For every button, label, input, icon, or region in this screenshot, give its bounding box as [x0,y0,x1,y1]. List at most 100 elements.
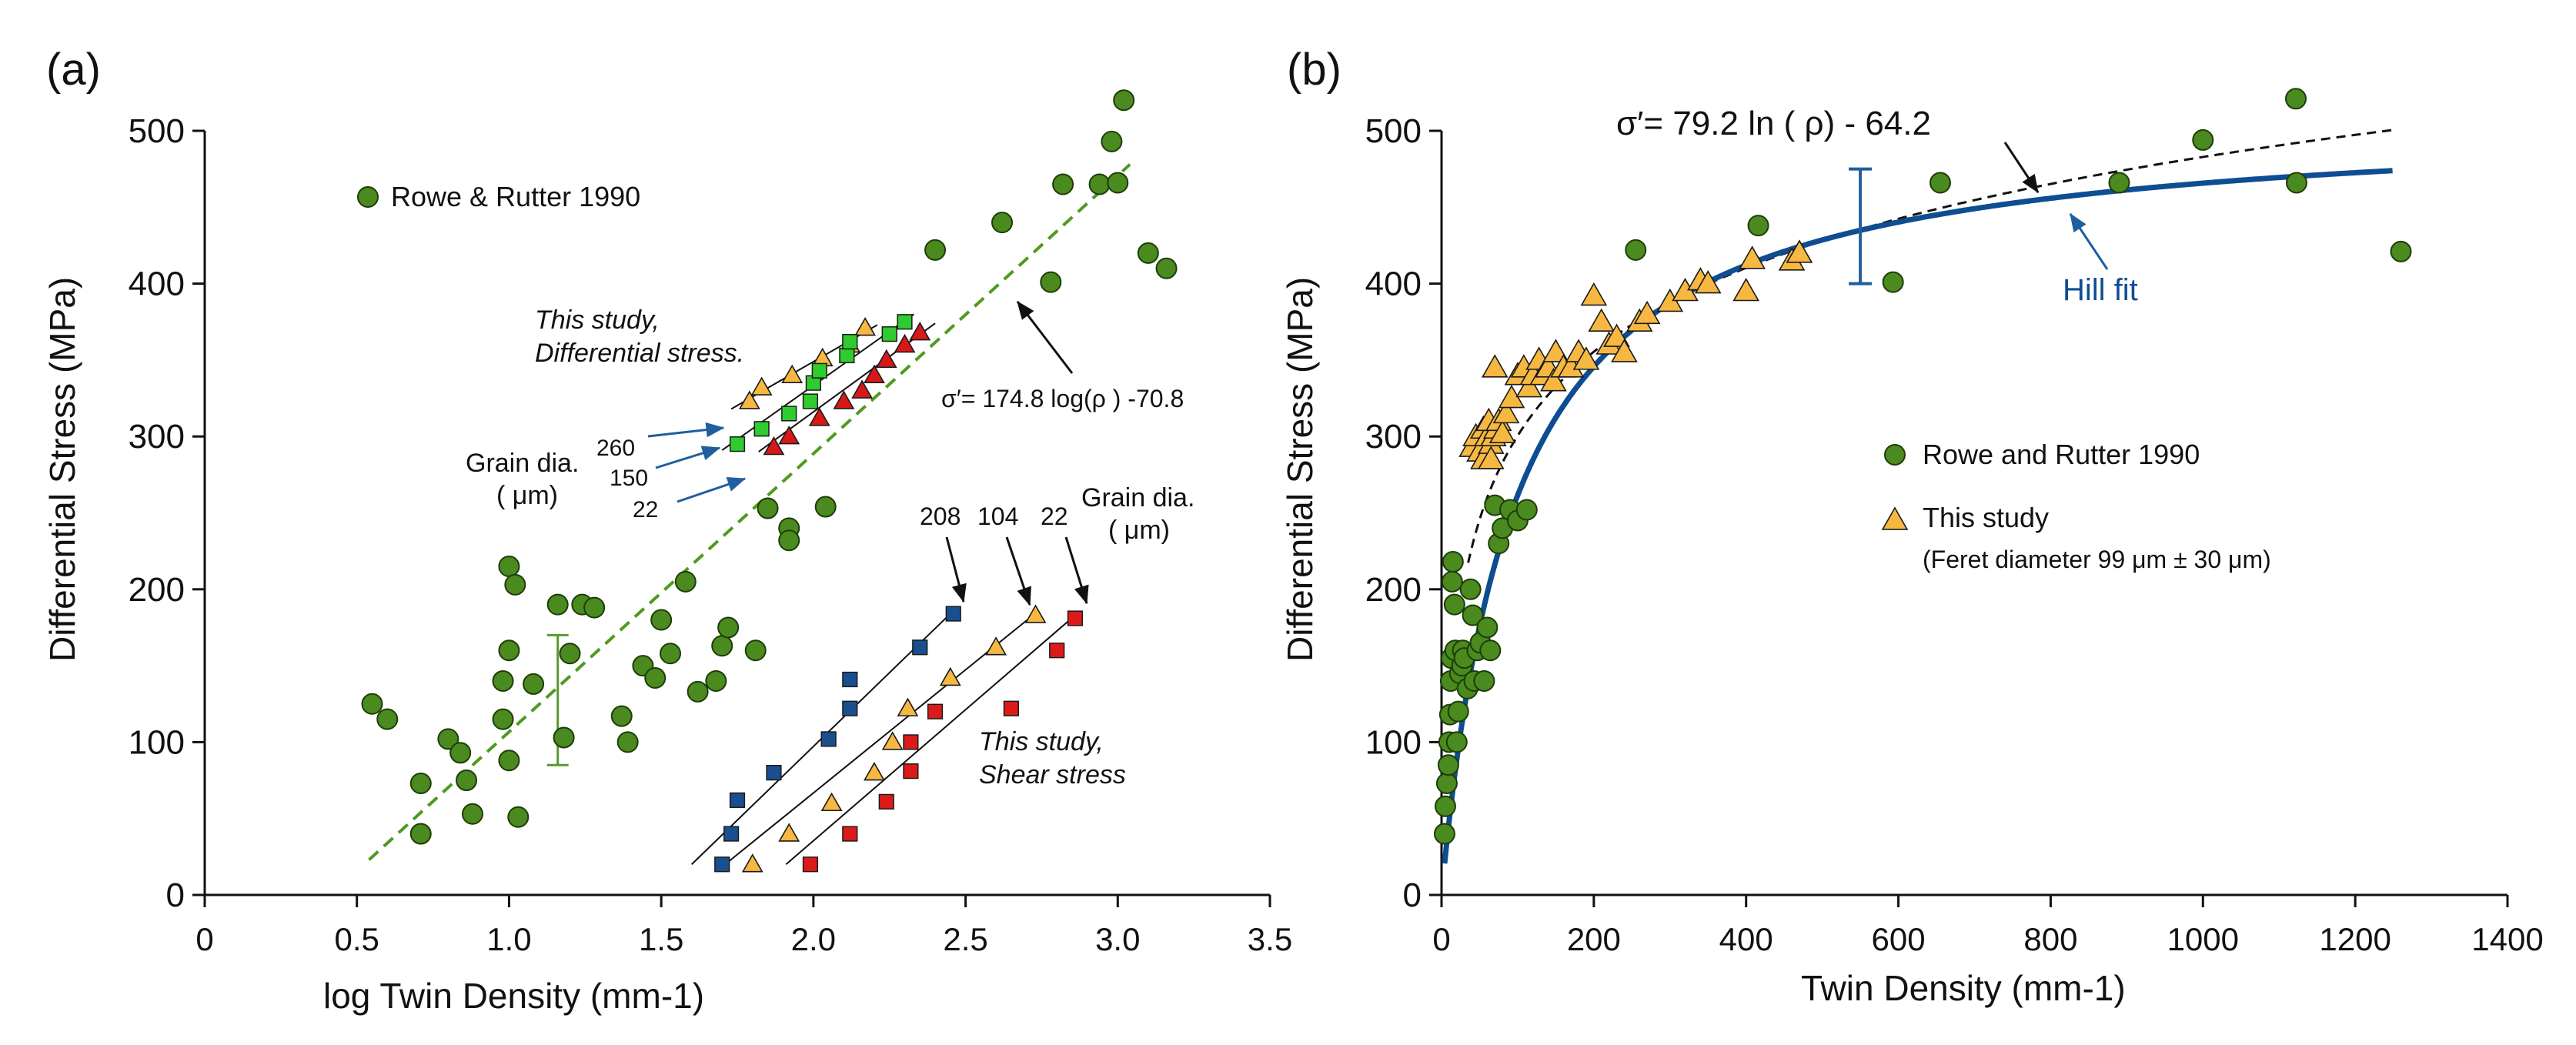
data-point [1625,239,1647,261]
data-point [729,436,746,452]
panel-a-ytick-label: 300 [129,418,185,456]
data-point [1113,89,1135,112]
panel-b-ytick-label: 200 [1365,571,1422,609]
grain-150-label: 150 [610,466,648,491]
panel-b-fit-curves [1442,129,2394,864]
panel-b-xtick-label: 400 [1719,921,1773,957]
diff-grain-dia-label: Grain dia. [466,449,579,478]
panel-b-ytick-label: 300 [1365,418,1422,456]
data-point [778,529,800,552]
panel-b-xtick-label: 1000 [2167,921,2239,957]
data-point [833,390,855,409]
data-point [504,573,526,596]
data-point [1049,643,1065,659]
panel-b-ytick-label: 100 [1365,723,1422,761]
arrow-shear-208-head [951,583,967,603]
data-point [778,426,800,445]
data-point [507,806,530,828]
data-point [1442,551,1464,573]
panel-a-xtick-label: 0.5 [335,921,379,957]
data-point [1107,172,1129,194]
data-point [1882,271,1904,293]
panel-a-xtick-label: 3.5 [1248,921,1292,957]
data-point [1747,215,1769,237]
panel-a-legend-marker [357,186,379,208]
series-fit-line [785,614,1076,866]
data-point [945,606,961,622]
panel-b-xtick-label: 200 [1567,921,1621,957]
data-point [1479,639,1502,662]
data-point [1003,700,1019,716]
data-point [711,635,733,657]
data-point [881,326,897,342]
data-point [610,705,633,727]
data-point [842,333,858,350]
data-point [912,639,928,656]
data-point [1437,754,1459,776]
panel-b-xtick-label: 0 [1432,921,1450,957]
panel-a-xtick-label: 0 [195,921,213,957]
panel-b-error-bar [1849,167,1873,285]
data-point [1929,172,1951,194]
data-point [802,393,819,409]
panel-b-xtick-label: 1400 [2471,921,2543,957]
legend-marker-triangle [1881,506,1909,530]
data-point [802,856,819,873]
data-point [1476,616,1498,639]
panel-a: (a) 0 100 200 300 400 500 0 0.5 1.0 1.5 2.0 2.5 3.0… [42,45,1292,1016]
data-point [2285,172,2307,194]
panel-b-y-ticks: 0 100 200 300 400 500 [1365,112,1442,914]
data-point [1447,700,1469,723]
panel-a-xtick-label: 1.5 [639,921,683,957]
data-point [1155,257,1178,279]
data-point [814,496,837,518]
data-point [1542,339,1569,362]
data-point [492,708,514,730]
data-point [409,773,432,795]
panel-b-y-axis-label: Differential Stress (MPa) [1280,277,1320,662]
panel-a-ytick-label: 500 [129,112,185,150]
log-fit-curve-dashed [1467,129,2394,563]
arrow-equation-head [2022,173,2039,194]
data-point [376,708,399,730]
panel-a-x-axis-label: log Twin Density (mm-1) [323,976,704,1016]
diff-study-label-2: Differential stress. [535,339,744,368]
data-point [811,362,827,379]
data-point [1441,570,1463,593]
data-point [864,364,885,383]
data-point [361,693,383,715]
panel-a-x-ticks: 0 0.5 1.0 1.5 2.0 2.5 3.0 3.5 [195,895,1292,957]
shear-208-label: 208 [920,502,961,530]
data-point [854,317,876,336]
data-point [498,556,520,578]
data-point [1137,242,1159,264]
data-point [498,750,520,772]
data-point [1588,308,1615,332]
panel-b-xtick-label: 800 [2023,921,2077,957]
data-point [498,639,520,662]
data-point [851,379,874,399]
data-point [1515,499,1538,521]
data-point [2284,88,2307,110]
panel-b-ytick-label: 400 [1365,265,1422,303]
data-point [437,728,459,750]
data-point [2192,129,2214,151]
panel-b-xtick-label: 1200 [2319,921,2391,957]
data-point [2108,172,2130,194]
data-point [1633,300,1661,325]
panel-b-ytick-label: 0 [1403,876,1422,914]
data-point [1515,374,1543,398]
data-point [456,770,478,792]
data-point [674,570,697,593]
series-fit-line [724,609,1040,866]
data-point [705,669,727,692]
data-point [583,596,606,619]
panel-b-ytick-label: 500 [1365,112,1422,150]
data-point [757,497,779,519]
panel-a-arrows [647,300,1089,606]
panel-a-y-axis-label: Differential Stress (MPa) [42,277,82,662]
panel-a-ytick-label: 400 [129,265,185,303]
data-point [1580,282,1608,306]
data-point [778,823,800,842]
